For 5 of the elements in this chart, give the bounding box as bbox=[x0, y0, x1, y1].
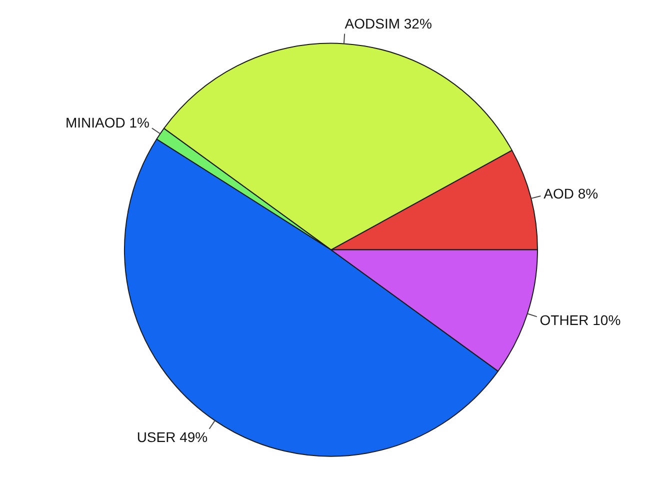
slice-label: AOD 8% bbox=[544, 185, 598, 202]
slice-label: OTHER 10% bbox=[540, 312, 621, 328]
slice-label: MINIAOD 1% bbox=[65, 114, 150, 130]
slice-label: AODSIM 32% bbox=[344, 16, 432, 32]
slice-label: USER 49% bbox=[136, 429, 208, 446]
